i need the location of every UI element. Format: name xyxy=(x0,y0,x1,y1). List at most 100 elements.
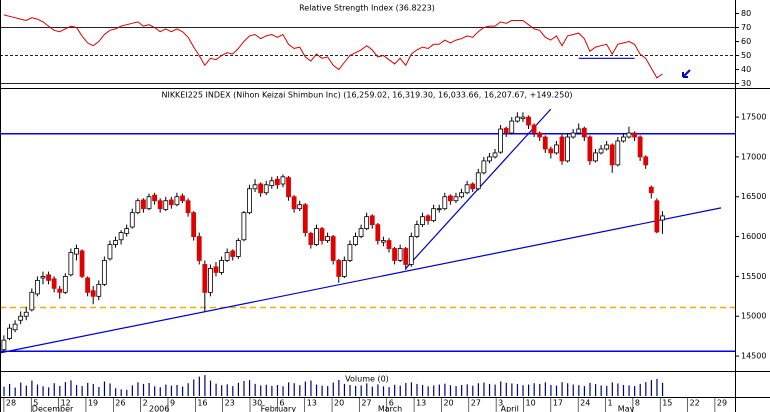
candle-body xyxy=(526,116,531,126)
x-tick-label: 16 xyxy=(197,399,207,408)
candle-body xyxy=(258,183,264,194)
candle-body xyxy=(403,248,409,265)
volume-bar xyxy=(8,383,11,396)
x-tick-label: 28 xyxy=(6,399,16,408)
candle-body xyxy=(559,136,565,162)
y-tick-label: 17500 xyxy=(741,113,766,122)
y-tick-label: 15500 xyxy=(741,272,766,281)
candle-body xyxy=(247,188,252,214)
volume-bar xyxy=(522,385,524,396)
candle-body xyxy=(185,200,191,214)
candle-body xyxy=(12,323,18,331)
volume-bar xyxy=(243,381,245,396)
x-tick-label: 30 xyxy=(252,399,262,408)
volume-bar xyxy=(511,383,513,396)
volume-bar xyxy=(410,382,413,396)
volume-bar xyxy=(533,383,535,396)
volume-bar xyxy=(248,380,251,396)
candle-body xyxy=(308,232,314,245)
volume-bar xyxy=(126,389,128,396)
volume-bar xyxy=(366,383,368,396)
candle-body xyxy=(509,120,515,134)
candle-body xyxy=(168,199,174,206)
volume-bar xyxy=(327,386,329,396)
volume-bar xyxy=(455,386,457,396)
candle-body xyxy=(118,232,124,241)
volume-bar xyxy=(606,385,608,396)
volume-bar xyxy=(544,382,546,396)
volume-bar xyxy=(645,382,647,396)
volume-bar xyxy=(528,384,530,396)
candle-body xyxy=(319,228,325,241)
candle-body xyxy=(286,177,291,198)
candle-body xyxy=(7,327,12,339)
candle-body xyxy=(654,200,660,233)
volume-bar xyxy=(500,381,502,396)
x-tick-label: 24 xyxy=(580,399,590,408)
volume-bar xyxy=(315,384,318,396)
volume-bar xyxy=(265,384,267,396)
candle-body xyxy=(447,195,453,202)
volume-bar xyxy=(310,380,312,396)
volume-bar xyxy=(516,384,519,396)
x-tick-label: 5 xyxy=(33,399,38,408)
candle-body xyxy=(274,178,280,186)
candle-body xyxy=(341,260,347,277)
candle-body xyxy=(375,224,381,241)
volume-bar xyxy=(14,387,16,396)
volume-bar xyxy=(539,383,541,396)
x-tick-label: 27 xyxy=(471,399,481,408)
volume-bar xyxy=(92,384,94,396)
candle-body xyxy=(498,128,504,153)
volume-bar xyxy=(461,385,463,396)
x-tick-label: 12 xyxy=(61,399,71,408)
candle-body xyxy=(520,116,526,120)
candle-body xyxy=(548,148,554,154)
volume-bar xyxy=(237,382,240,396)
candle-body xyxy=(570,132,576,138)
volume-bar xyxy=(656,378,658,396)
candle-body xyxy=(609,144,615,166)
volume-bar xyxy=(260,385,262,396)
x-tick-label: 10 xyxy=(525,399,535,408)
candle-body xyxy=(174,196,180,206)
candle-body xyxy=(459,192,464,198)
candle-body xyxy=(96,283,102,297)
candle-body xyxy=(79,250,85,277)
volume-bar xyxy=(75,385,78,396)
candle-body xyxy=(470,183,476,190)
candle-body xyxy=(314,228,319,245)
candle-body xyxy=(414,224,420,237)
volume-bar xyxy=(293,383,295,396)
volume-bar xyxy=(488,383,491,396)
volume-bar xyxy=(103,381,106,396)
candle-body xyxy=(90,290,96,297)
candle-body xyxy=(163,200,169,210)
volume-bar xyxy=(142,383,145,396)
y-tick-label: 70 xyxy=(741,23,751,32)
x-tick-label: 29 xyxy=(717,399,727,408)
volume-bar xyxy=(137,382,139,396)
candle-body xyxy=(291,196,297,210)
candle-body xyxy=(325,236,330,241)
candle-body xyxy=(442,196,448,210)
x-tick-label: 20 xyxy=(443,399,453,408)
candle-body xyxy=(297,204,303,210)
candle-body xyxy=(542,136,548,150)
volume-bar xyxy=(221,385,223,396)
volume-bar xyxy=(87,382,89,396)
candle-body xyxy=(101,260,107,285)
y-tick-label: 60 xyxy=(741,37,751,46)
volume-bar xyxy=(622,385,625,396)
volume-bar xyxy=(165,384,167,396)
volume-bar xyxy=(3,386,5,396)
candle-body xyxy=(615,140,621,166)
volume-bar xyxy=(438,384,440,396)
candle-body xyxy=(252,184,258,190)
volume-bar xyxy=(594,384,597,396)
volume-bar xyxy=(449,385,452,396)
volume-bar xyxy=(98,386,100,396)
volume-bar xyxy=(288,382,290,396)
volume-bar xyxy=(193,379,195,396)
